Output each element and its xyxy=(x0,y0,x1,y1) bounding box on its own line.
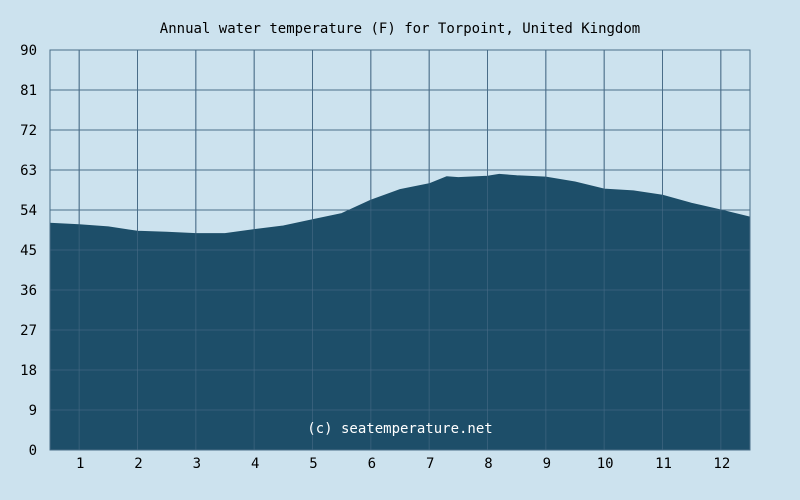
y-tick-label: 72 xyxy=(20,123,37,139)
x-tick-label: 11 xyxy=(655,456,672,472)
x-tick-label: 8 xyxy=(484,456,492,472)
x-tick-label: 4 xyxy=(251,456,259,472)
x-tick-label: 1 xyxy=(76,456,84,472)
y-tick-label: 63 xyxy=(20,163,37,179)
x-tick-label: 10 xyxy=(597,456,614,472)
x-tick-label: 12 xyxy=(713,456,730,472)
y-tick-label: 45 xyxy=(20,243,37,259)
temperature-area xyxy=(49,173,751,451)
y-tick-label: 36 xyxy=(20,283,37,299)
plot-border xyxy=(49,49,751,451)
y-tick-label: 90 xyxy=(20,43,37,59)
watermark: (c) seatemperature.net xyxy=(307,421,492,437)
y-tick-label: 18 xyxy=(20,363,37,379)
y-tick-label: 0 xyxy=(29,443,37,459)
x-tick-label: 7 xyxy=(426,456,434,472)
y-tick-label: 9 xyxy=(29,403,37,419)
y-tick-label: 81 xyxy=(20,83,37,99)
x-tick-label: 2 xyxy=(134,456,142,472)
x-tick-label: 5 xyxy=(309,456,317,472)
x-tick-label: 6 xyxy=(368,456,376,472)
y-tick-label: 54 xyxy=(20,203,37,219)
x-tick-label: 3 xyxy=(193,456,201,472)
x-tick-label: 9 xyxy=(543,456,551,472)
y-tick-label: 27 xyxy=(20,323,37,339)
chart-title: Annual water temperature (F) for Torpoin… xyxy=(160,21,640,37)
